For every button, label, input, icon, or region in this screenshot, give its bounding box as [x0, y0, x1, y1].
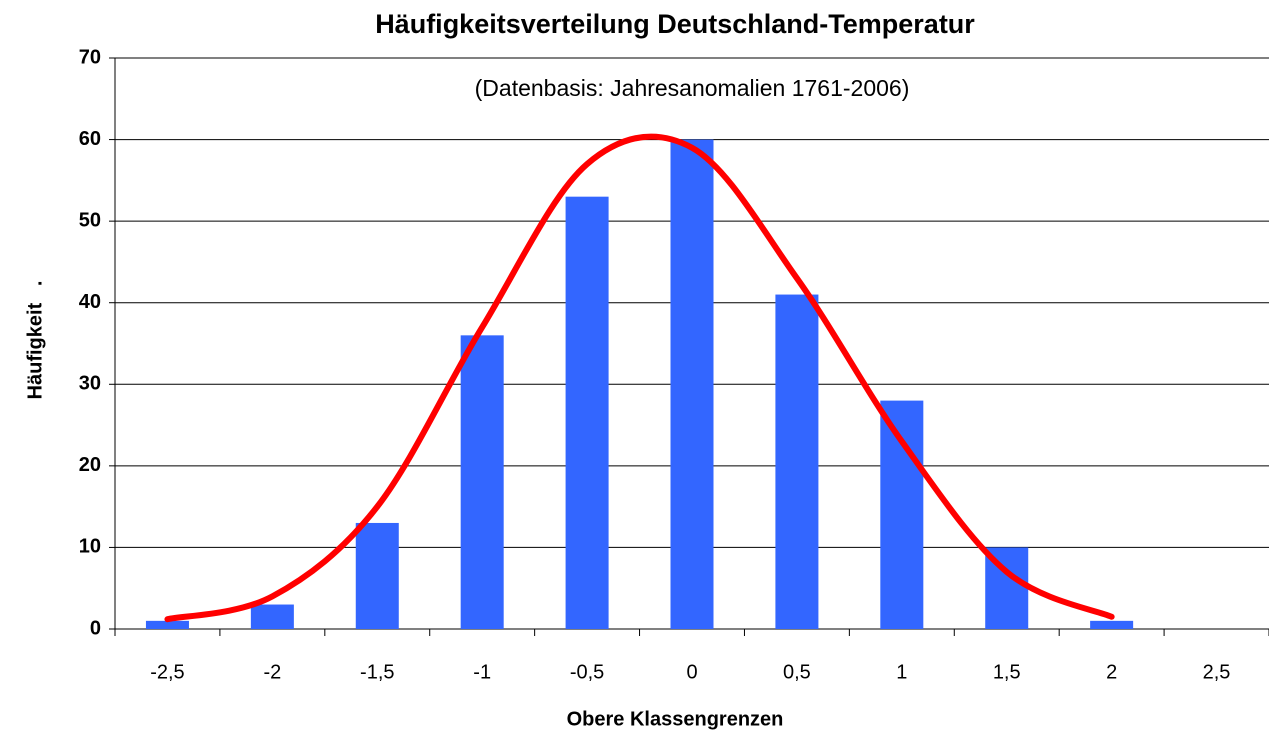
bar [460, 335, 504, 629]
x-tick-label: 0 [686, 661, 697, 683]
x-axis-label: Obere Klassengrenzen [567, 708, 784, 730]
bar [775, 294, 819, 629]
x-tick-label: 2 [1106, 661, 1117, 683]
x-tick-label: 0,5 [783, 661, 811, 683]
x-tick-label: 1 [896, 661, 907, 683]
y-tick-label: 40 [79, 291, 101, 313]
y-tick-label: 70 [79, 46, 101, 68]
fit-curve [164, 133, 1115, 623]
bar [145, 620, 189, 629]
bar [355, 522, 399, 629]
y-tick-label: 60 [79, 128, 101, 150]
bar [1090, 620, 1134, 629]
bar [880, 400, 924, 629]
annotation: (Datenbasis: Jahresanomalien 1761-2006) [475, 75, 910, 101]
y-tick-label: 10 [79, 536, 101, 558]
bar [565, 196, 609, 629]
y-axis-label: Häufigkeit . [24, 281, 46, 400]
bar [250, 604, 294, 629]
y-tick-label: 0 [90, 617, 101, 639]
x-tick-label: -0,5 [570, 661, 604, 683]
y-tick-label: 30 [79, 373, 101, 395]
y-tick-label: 50 [79, 209, 101, 231]
y-tick-label: 20 [79, 454, 101, 476]
bar [670, 139, 714, 630]
x-tick-label: -1,5 [360, 661, 394, 683]
x-tick-label: -1 [473, 661, 491, 683]
x-tick-label: -2,5 [150, 661, 184, 683]
x-tick-label: 1,5 [993, 661, 1021, 683]
x-tick-label: -2 [263, 661, 281, 683]
x-tick-label: 2,5 [1203, 661, 1231, 683]
chart-title: Häufigkeitsverteilung Deutschland-Temper… [375, 9, 975, 39]
